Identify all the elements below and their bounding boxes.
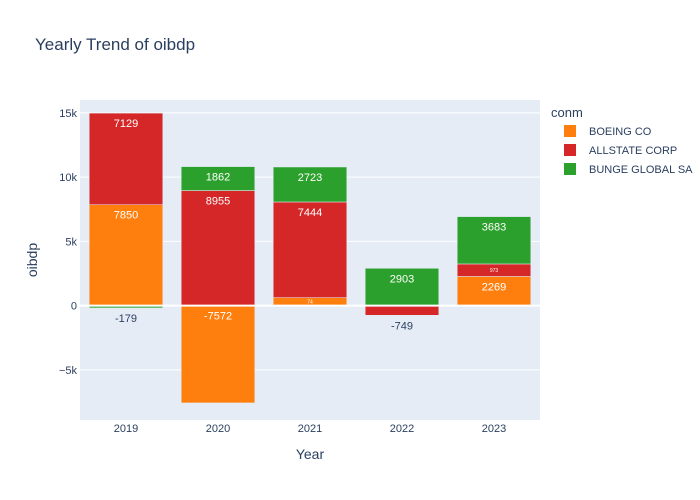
bar-label: 7850 [114,210,138,222]
bar-label: -749 [391,320,413,332]
bar-label: 3683 [482,222,506,234]
bar-label: 2723 [298,172,322,184]
bar-labels: 7850 -7572 74 2269 7129 8955 7444 -749 973 -179 18… [114,118,506,332]
bar-label: 2903 [390,273,414,285]
bar-label: 74 [307,300,313,306]
x-tick-label: 2021 [298,423,322,435]
bars [88,112,532,404]
x-axis-title: Year [296,446,325,462]
x-tick-label: 2020 [206,423,230,435]
x-tick-label: 2019 [114,423,138,435]
bar [180,305,256,404]
y-axis-title: oibdp [24,243,40,277]
bar-label: 8955 [206,196,230,208]
bar-label: -7572 [204,311,232,323]
bar [180,190,256,306]
y-ticks: −5k 0 5k 10k 15k [59,108,78,377]
bar [272,166,348,203]
legend-swatch [564,125,576,137]
y-tick-label: 10k [59,172,77,184]
y-tick-label: −5k [59,365,78,377]
bar-label: 2269 [482,281,506,293]
bar-label: 7444 [298,207,322,219]
bar [364,268,440,306]
legend-title: conm [551,105,583,120]
x-ticks: 2019 2020 2021 2022 2023 [114,423,506,435]
bar-label: 973 [490,268,499,274]
legend-label: BOEING CO [589,126,652,138]
x-tick-label: 2023 [482,423,506,435]
bar [364,305,440,316]
bar [272,201,348,298]
x-tick-label: 2022 [390,423,414,435]
y-tick-label: 15k [59,108,77,120]
bar-label: -179 [115,313,137,325]
legend: conm BOEING CO ALLSTATE CORP BUNGE GLOBAL … [551,105,693,176]
legend-swatch [564,144,576,156]
bar [88,112,164,205]
y-tick-label: 0 [71,301,77,313]
bar [456,216,532,265]
bar-label: 1862 [206,172,230,184]
bar [180,166,256,191]
y-tick-label: 5k [65,236,77,248]
chart-title: Yearly Trend of oibdp [35,35,195,54]
legend-label: ALLSTATE CORP [589,145,677,157]
bar-label: 7129 [114,118,138,130]
legend-swatch [564,163,576,175]
legend-label: BUNGE GLOBAL SA [589,164,693,176]
